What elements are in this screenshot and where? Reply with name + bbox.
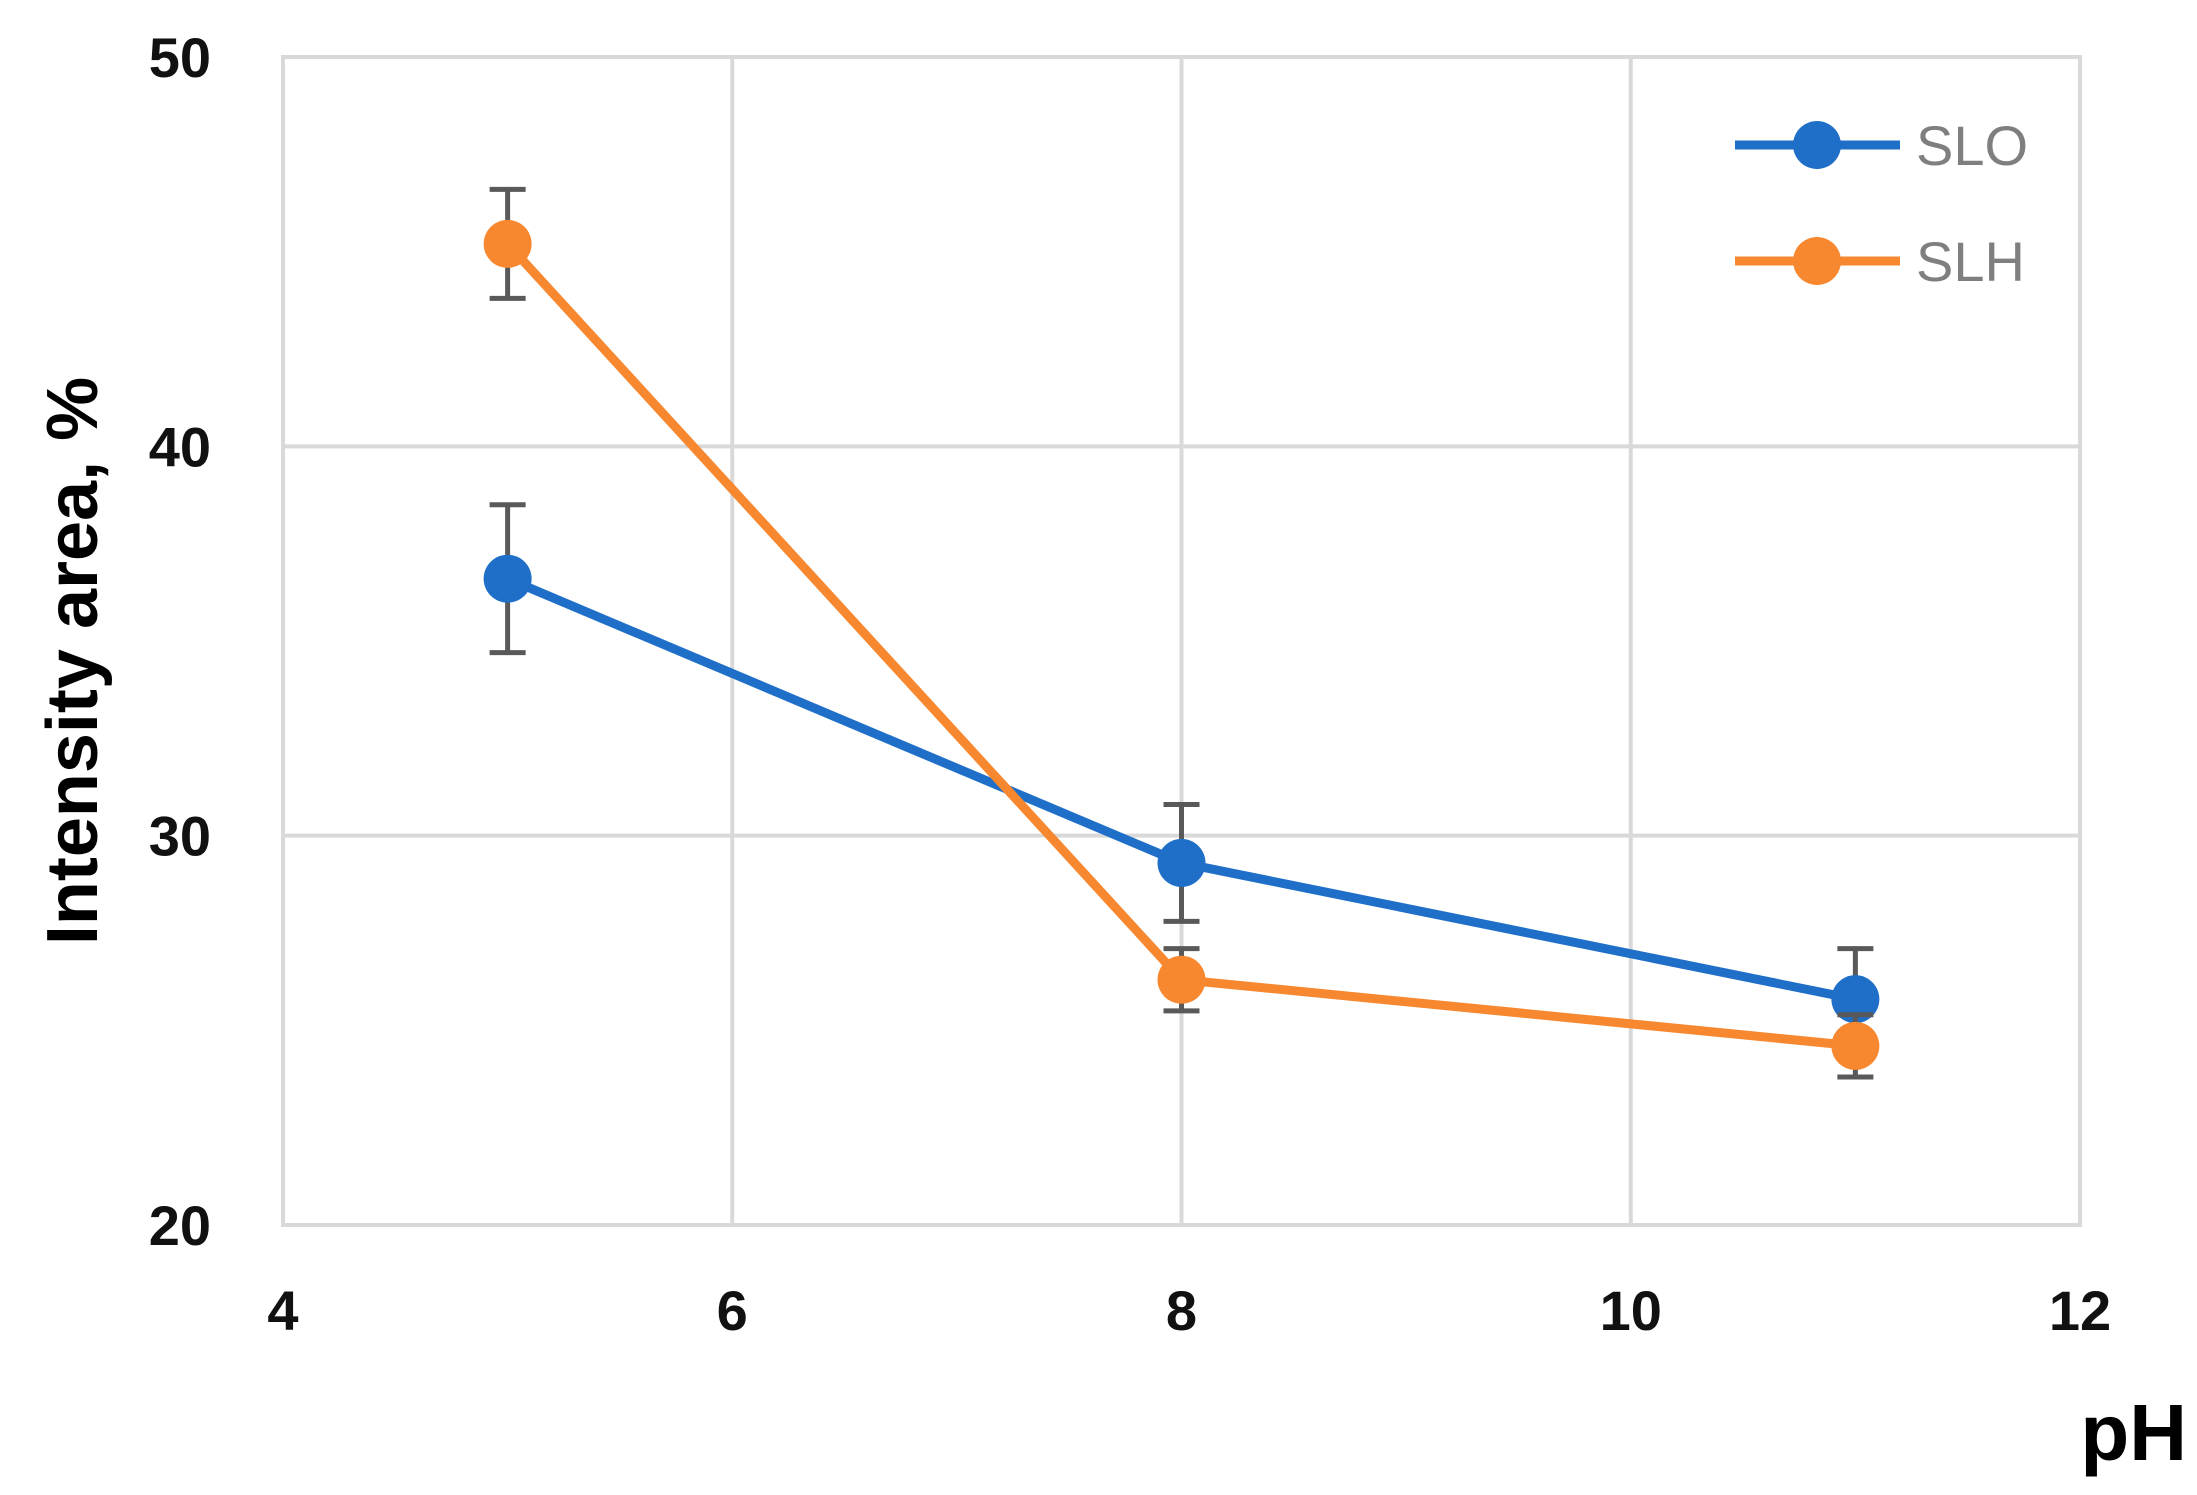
legend-entry-slh: SLH: [1735, 230, 2025, 293]
grid: [281, 55, 2082, 1227]
data-point: [483, 219, 532, 268]
y-axis-tick-labels: 20 30 40 50: [149, 26, 211, 1257]
legend-label: SLO: [1916, 114, 2028, 177]
series-layer: [483, 186, 1880, 1080]
legend: SLO SLH: [1735, 114, 2028, 293]
series-slh: [483, 186, 1880, 1080]
x-tick-label: 10: [1600, 1279, 1662, 1342]
data-point: [483, 554, 532, 603]
legend-entry-slo: SLO: [1735, 114, 2028, 177]
y-tick-label: 50: [149, 26, 211, 89]
data-point: [1157, 838, 1206, 887]
plot-area-frame: [281, 55, 2082, 1227]
legend-label: SLH: [1916, 230, 2025, 293]
y-tick-label: 40: [149, 415, 211, 478]
x-tick-label: 6: [717, 1279, 748, 1342]
legend-marker: [1793, 237, 1841, 285]
x-axis-title: pH: [2080, 1388, 2187, 1477]
x-axis-tick-labels: 4 6 8 10 12: [267, 1279, 2111, 1342]
y-tick-label: 20: [149, 1194, 211, 1257]
legend-marker: [1793, 121, 1841, 169]
data-point: [1831, 1021, 1880, 1070]
series-slo: [483, 502, 1880, 1053]
x-tick-label: 4: [267, 1279, 298, 1342]
data-point: [1157, 955, 1206, 1004]
y-axis-title: Intensity area, %: [33, 377, 113, 945]
data-point: [1831, 975, 1880, 1024]
x-tick-label: 8: [1166, 1279, 1197, 1342]
y-tick-label: 30: [149, 805, 211, 868]
x-tick-label: 12: [2049, 1279, 2111, 1342]
